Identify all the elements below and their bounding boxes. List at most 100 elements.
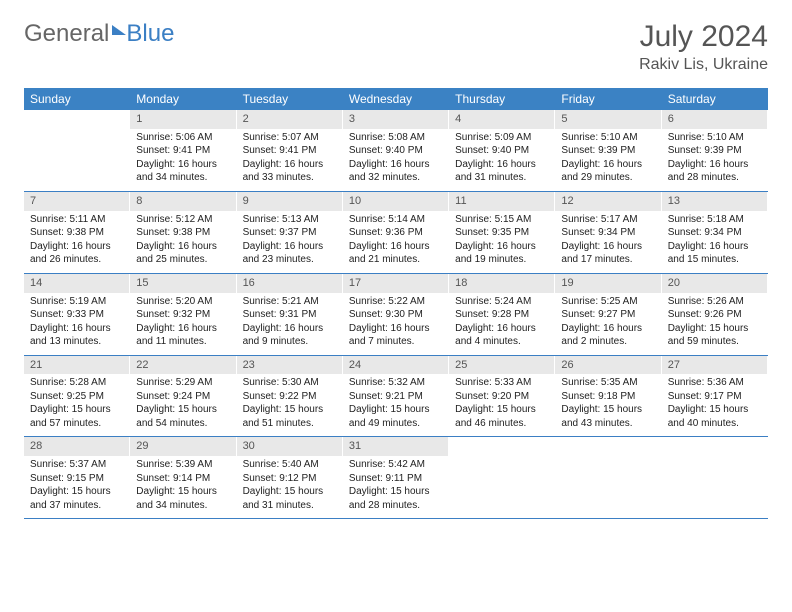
sunset-text: Sunset: 9:39 PM [561,144,655,158]
day-number: 1 [130,110,236,129]
sunset-text: Sunset: 9:34 PM [668,226,762,240]
day-info: Sunrise: 5:14 AMSunset: 9:36 PMDaylight:… [343,211,449,273]
day-cell [555,437,661,518]
day-cell [662,437,768,518]
sunset-text: Sunset: 9:38 PM [136,226,230,240]
day-number: 3 [343,110,449,129]
logo: General Blue [24,20,174,48]
day-info: Sunrise: 5:11 AMSunset: 9:38 PMDaylight:… [24,211,130,273]
day-info: Sunrise: 5:08 AMSunset: 9:40 PMDaylight:… [343,129,449,191]
sunset-text: Sunset: 9:20 PM [455,390,549,404]
day-info: Sunrise: 5:13 AMSunset: 9:37 PMDaylight:… [237,211,343,273]
day-number: 6 [662,110,768,129]
sunrise-text: Sunrise: 5:29 AM [136,376,230,390]
sunset-text: Sunset: 9:34 PM [561,226,655,240]
sunrise-text: Sunrise: 5:36 AM [668,376,762,390]
day-cell [24,110,130,191]
day-info: Sunrise: 5:06 AMSunset: 9:41 PMDaylight:… [130,129,236,191]
daylight-text: Daylight: 16 hours [349,158,443,172]
week-row: 7Sunrise: 5:11 AMSunset: 9:38 PMDaylight… [24,192,768,274]
day-cell: 13Sunrise: 5:18 AMSunset: 9:34 PMDayligh… [662,192,768,273]
sunrise-text: Sunrise: 5:40 AM [243,458,337,472]
sunrise-text: Sunrise: 5:20 AM [136,295,230,309]
daylight-text-2: and 31 minutes. [243,499,337,513]
day-info: Sunrise: 5:10 AMSunset: 9:39 PMDaylight:… [662,129,768,191]
calendar-body: 1Sunrise: 5:06 AMSunset: 9:41 PMDaylight… [24,110,768,519]
day-cell: 27Sunrise: 5:36 AMSunset: 9:17 PMDayligh… [662,356,768,437]
daylight-text-2: and 28 minutes. [668,171,762,185]
day-header-row: Sunday Monday Tuesday Wednesday Thursday… [24,88,768,110]
daylight-text-2: and 19 minutes. [455,253,549,267]
daylight-text-2: and 34 minutes. [136,171,230,185]
daylight-text: Daylight: 16 hours [243,158,337,172]
day-info: Sunrise: 5:12 AMSunset: 9:38 PMDaylight:… [130,211,236,273]
daylight-text: Daylight: 15 hours [349,403,443,417]
daylight-text-2: and 43 minutes. [561,417,655,431]
day-info: Sunrise: 5:33 AMSunset: 9:20 PMDaylight:… [449,374,555,436]
sunset-text: Sunset: 9:17 PM [668,390,762,404]
daylight-text-2: and 46 minutes. [455,417,549,431]
sunrise-text: Sunrise: 5:10 AM [561,131,655,145]
location: Rakiv Lis, Ukraine [639,56,768,74]
sunset-text: Sunset: 9:12 PM [243,472,337,486]
day-info: Sunrise: 5:37 AMSunset: 9:15 PMDaylight:… [24,456,130,518]
sunrise-text: Sunrise: 5:35 AM [561,376,655,390]
sunset-text: Sunset: 9:35 PM [455,226,549,240]
day-header: Monday [130,88,236,110]
day-number: 7 [24,192,130,211]
daylight-text: Daylight: 16 hours [243,240,337,254]
day-cell [449,437,555,518]
daylight-text: Daylight: 16 hours [561,322,655,336]
daylight-text: Daylight: 16 hours [136,240,230,254]
day-header: Wednesday [343,88,449,110]
day-number: 30 [237,437,343,456]
daylight-text-2: and 9 minutes. [243,335,337,349]
sunrise-text: Sunrise: 5:42 AM [349,458,443,472]
day-cell: 6Sunrise: 5:10 AMSunset: 9:39 PMDaylight… [662,110,768,191]
day-number: 25 [449,356,555,375]
logo-triangle-icon [112,25,126,35]
sunrise-text: Sunrise: 5:28 AM [30,376,124,390]
sunset-text: Sunset: 9:15 PM [30,472,124,486]
daylight-text-2: and 29 minutes. [561,171,655,185]
day-header: Saturday [662,88,768,110]
day-info: Sunrise: 5:29 AMSunset: 9:24 PMDaylight:… [130,374,236,436]
daylight-text-2: and 26 minutes. [30,253,124,267]
daylight-text-2: and 15 minutes. [668,253,762,267]
sunrise-text: Sunrise: 5:09 AM [455,131,549,145]
day-number: 10 [343,192,449,211]
day-info: Sunrise: 5:42 AMSunset: 9:11 PMDaylight:… [343,456,449,518]
day-number: 31 [343,437,449,456]
day-info: Sunrise: 5:19 AMSunset: 9:33 PMDaylight:… [24,293,130,355]
day-number: 2 [237,110,343,129]
day-cell: 14Sunrise: 5:19 AMSunset: 9:33 PMDayligh… [24,274,130,355]
day-cell: 16Sunrise: 5:21 AMSunset: 9:31 PMDayligh… [237,274,343,355]
daylight-text: Daylight: 15 hours [668,403,762,417]
day-number: 8 [130,192,236,211]
day-number: 23 [237,356,343,375]
day-number: 19 [555,274,661,293]
daylight-text: Daylight: 15 hours [30,403,124,417]
day-number: 16 [237,274,343,293]
sunrise-text: Sunrise: 5:15 AM [455,213,549,227]
day-info: Sunrise: 5:15 AMSunset: 9:35 PMDaylight:… [449,211,555,273]
day-info: Sunrise: 5:10 AMSunset: 9:39 PMDaylight:… [555,129,661,191]
daylight-text: Daylight: 15 hours [243,403,337,417]
sunset-text: Sunset: 9:41 PM [136,144,230,158]
title-block: July 2024 Rakiv Lis, Ukraine [639,20,768,74]
daylight-text: Daylight: 16 hours [668,240,762,254]
daylight-text: Daylight: 15 hours [243,485,337,499]
daylight-text: Daylight: 15 hours [30,485,124,499]
day-cell: 20Sunrise: 5:26 AMSunset: 9:26 PMDayligh… [662,274,768,355]
day-info: Sunrise: 5:39 AMSunset: 9:14 PMDaylight:… [130,456,236,518]
sunset-text: Sunset: 9:11 PM [349,472,443,486]
sunrise-text: Sunrise: 5:22 AM [349,295,443,309]
daylight-text-2: and 33 minutes. [243,171,337,185]
sunset-text: Sunset: 9:24 PM [136,390,230,404]
daylight-text-2: and 23 minutes. [243,253,337,267]
daylight-text-2: and 31 minutes. [455,171,549,185]
daylight-text-2: and 21 minutes. [349,253,443,267]
day-number: 21 [24,356,130,375]
day-cell: 10Sunrise: 5:14 AMSunset: 9:36 PMDayligh… [343,192,449,273]
header: General Blue July 2024 Rakiv Lis, Ukrain… [24,20,768,74]
